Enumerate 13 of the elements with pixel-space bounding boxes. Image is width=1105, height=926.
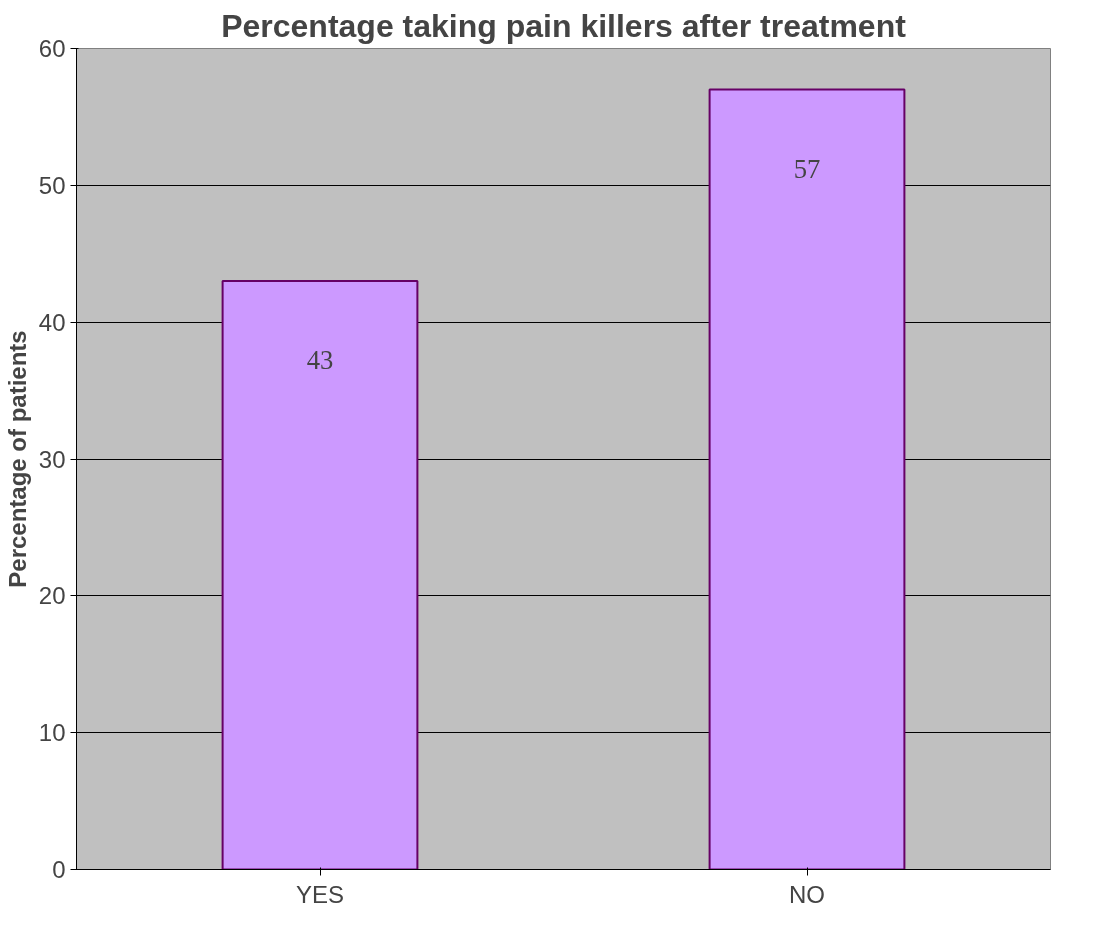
y-tick-label: 50 <box>38 171 66 199</box>
y-axis-title: Percentage of patients <box>3 330 31 588</box>
y-tick-label: 0 <box>52 856 66 883</box>
y-tick-label: 30 <box>38 445 66 473</box>
data-label: 57 <box>793 153 821 184</box>
data-label: 43 <box>306 345 334 376</box>
x-tick-label: YES <box>295 880 345 908</box>
y-tick-label: 60 <box>38 35 66 62</box>
chart-title: Percentage taking pain killers after treatment <box>221 7 907 44</box>
y-tick-label: 10 <box>38 719 66 747</box>
y-tick-label: 40 <box>38 308 66 336</box>
x-tick-label: NO <box>789 880 825 908</box>
y-tick-label: 20 <box>38 582 66 610</box>
